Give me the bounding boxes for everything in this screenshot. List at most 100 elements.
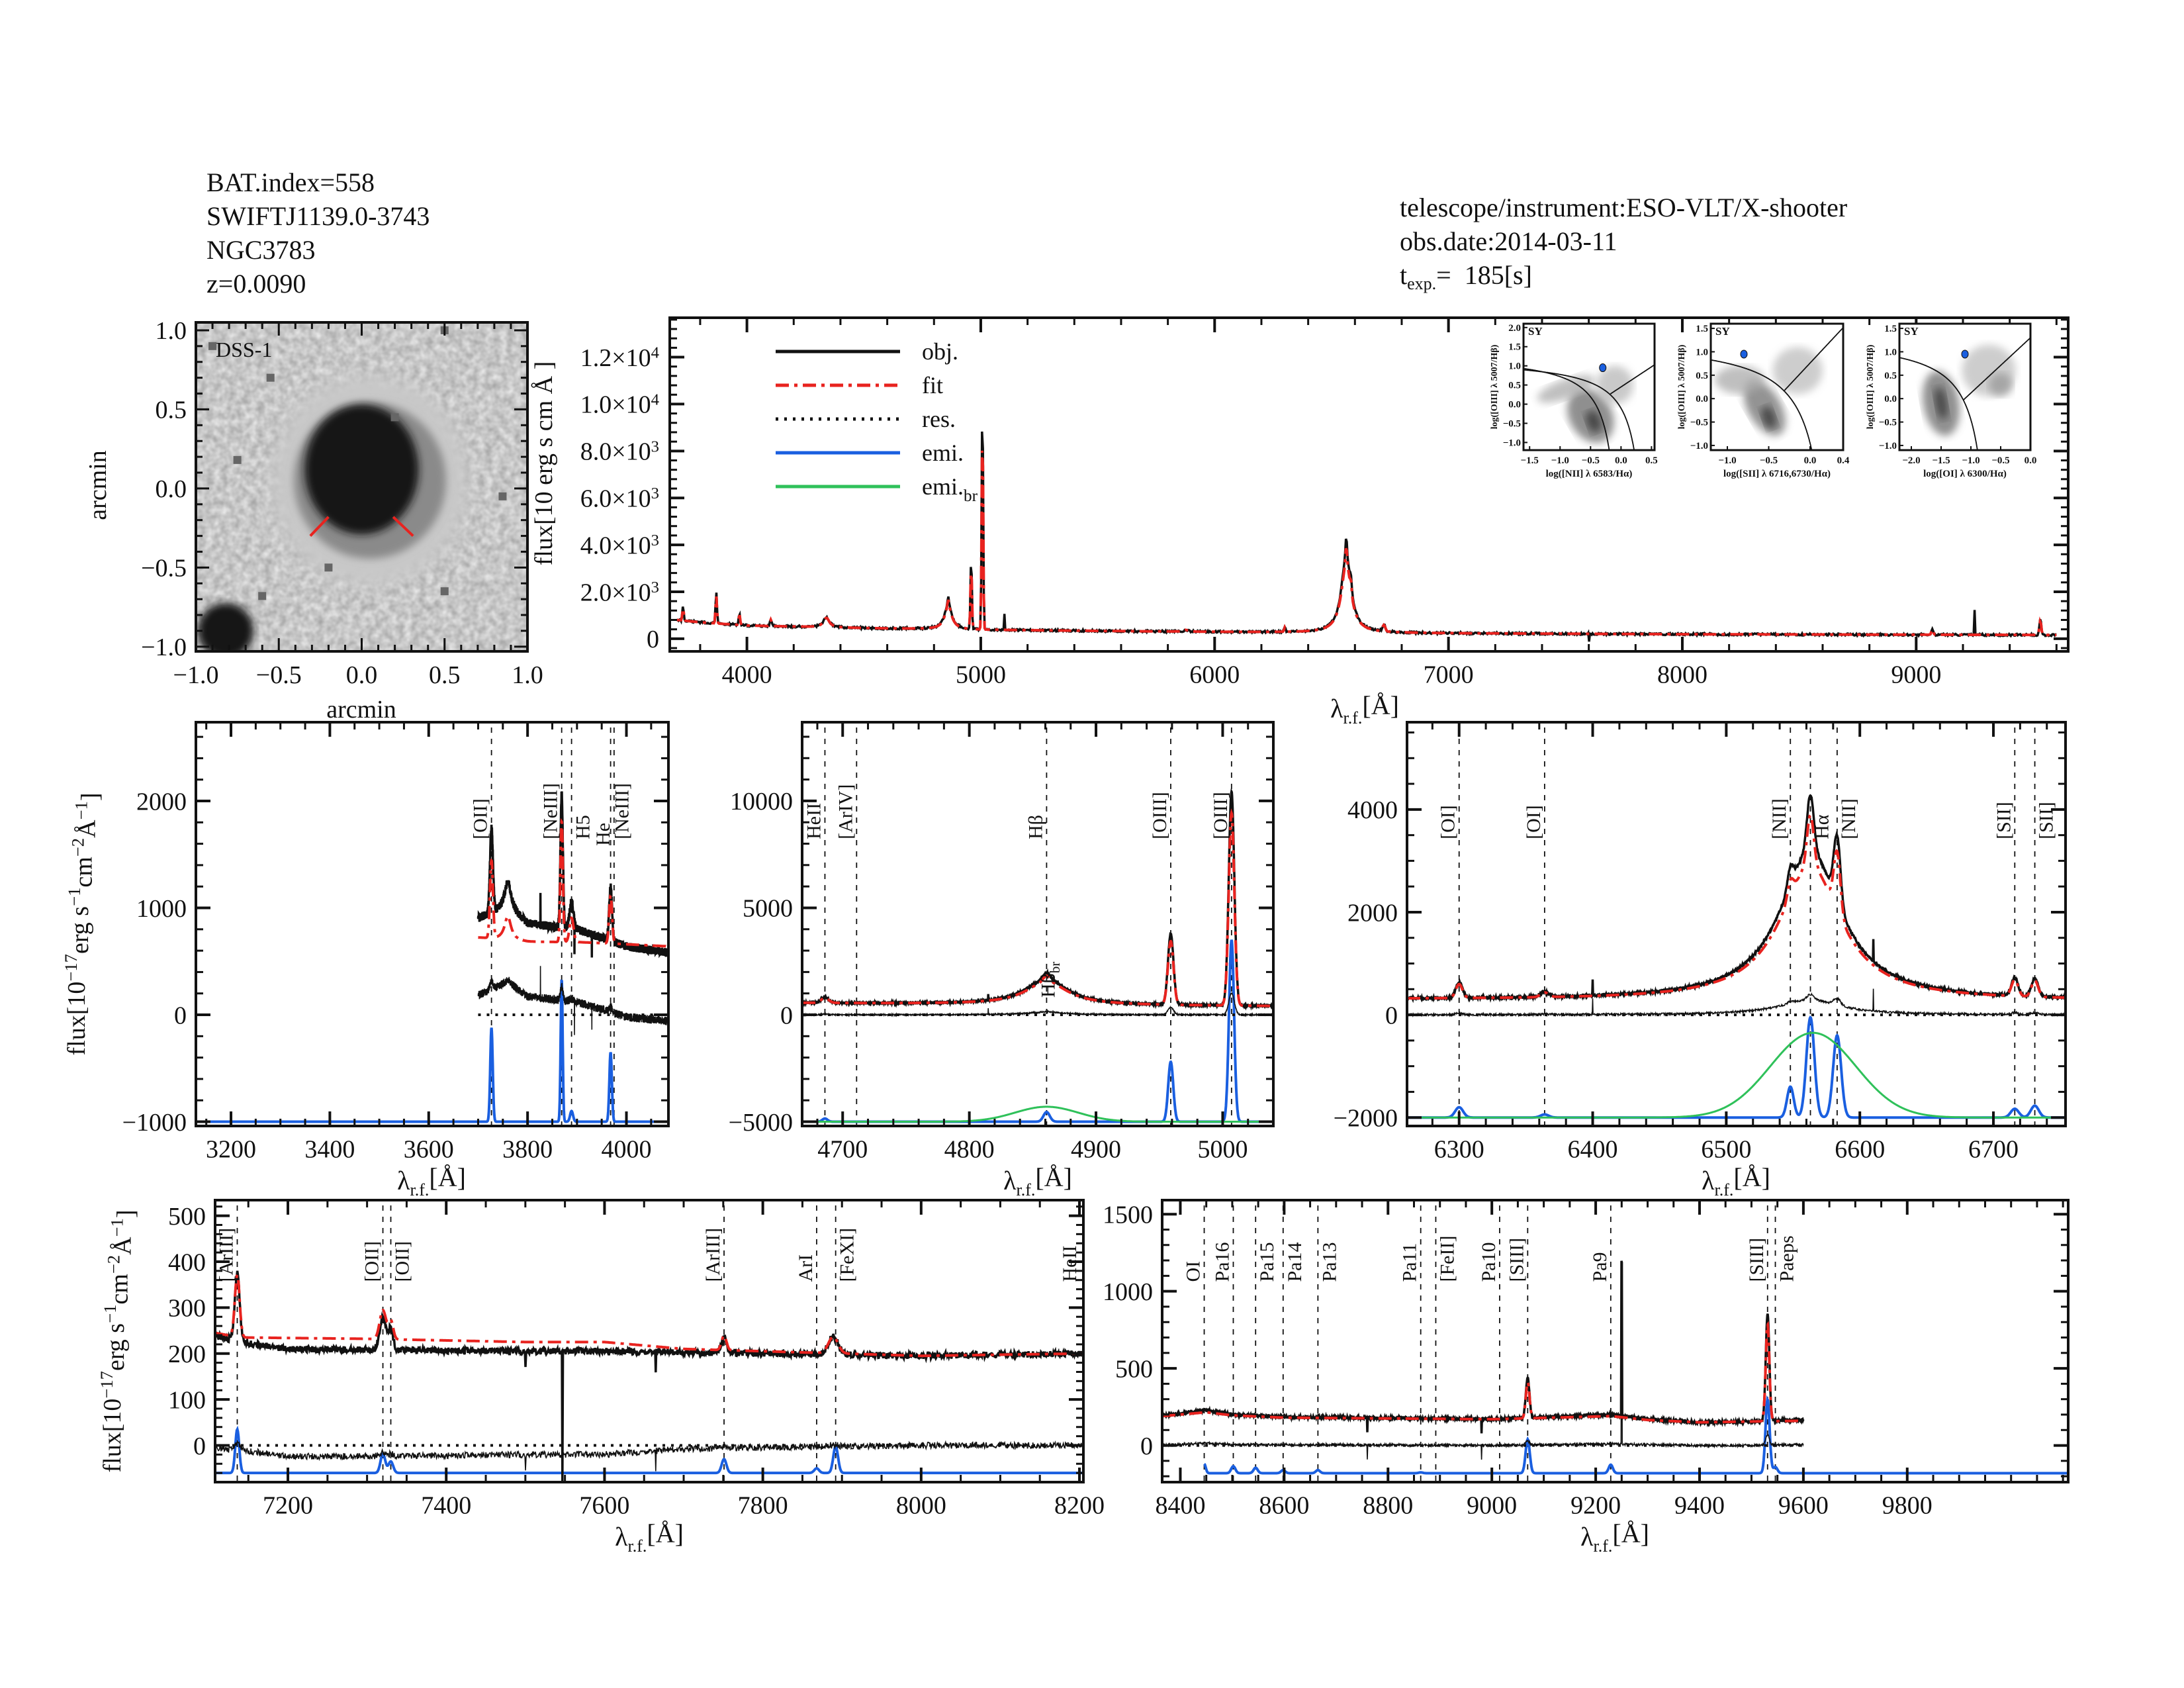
- x-tick-label: 1.0: [512, 661, 543, 689]
- subscript: r.f.: [1343, 708, 1362, 727]
- line-marker-label: H5: [572, 815, 594, 839]
- legend-label: emi.: [922, 440, 964, 466]
- legend-label: res.: [922, 406, 956, 432]
- text-part: Å: [109, 1237, 136, 1255]
- x-axis-label-blue: λr.f.[Å]: [397, 1162, 466, 1199]
- legend-item-emi: emi.: [776, 440, 964, 466]
- mantissa: 1.2×10: [580, 344, 651, 372]
- axes-frame: [1898, 322, 2032, 451]
- y-tick-label: 0: [174, 1002, 187, 1029]
- fit-spectrum: [215, 1271, 1083, 1358]
- x-tick-label: −1.0: [1718, 455, 1736, 466]
- galaxy-density-contour: [1772, 347, 1823, 395]
- superscript: −1: [107, 1218, 126, 1237]
- legend-text: res.: [922, 406, 956, 432]
- emission-series: [1203, 1395, 2068, 1475]
- x-tick-label: 0.5: [429, 661, 461, 689]
- axes-frame: [195, 721, 670, 1127]
- y-tick-label: 0.0: [1508, 400, 1521, 410]
- axes-frame: [668, 316, 2070, 653]
- x-tick-label: 8800: [1363, 1492, 1413, 1520]
- y-tick-label: 0.5: [156, 396, 187, 424]
- source-point: [1961, 350, 1969, 359]
- y-axis-label-top: flux[10 erg s cm Å ]: [530, 361, 558, 566]
- y-tick-label: 2.0: [1508, 323, 1521, 334]
- x-tick-label: 0.0: [1615, 455, 1627, 466]
- swift-name: SWIFTJ1139.0-3743: [206, 201, 430, 231]
- axes-frame: [1522, 322, 1656, 451]
- y-tick-label: −1000: [122, 1109, 187, 1137]
- legend-item-obj: obj.: [776, 338, 958, 365]
- plot-area: [196, 727, 668, 1126]
- line-marker-label: [FeII]: [1436, 1236, 1458, 1282]
- demarcation-line: [1962, 337, 2030, 401]
- y-tick-label: 1.2×104: [580, 344, 659, 371]
- legend-text: emi.: [922, 473, 964, 500]
- line-marker-label: [NII]: [1838, 798, 1860, 839]
- y-tick-label: 0: [1385, 1002, 1398, 1029]
- line-marker-label: [SII]: [1993, 802, 2015, 839]
- y-tick-label: 500: [1115, 1355, 1153, 1383]
- demarcation-line: [1524, 367, 1610, 450]
- slit-marker: [309, 516, 330, 537]
- fit-spectrum: [802, 808, 1273, 1008]
- line-marker-label: [OII]: [392, 1241, 414, 1282]
- galaxy-density-contour: [1537, 375, 1596, 403]
- legend-item-emi_br: emi.br: [776, 473, 978, 505]
- residual-series: [1162, 1289, 1804, 1460]
- y-tick-label: 0: [780, 1002, 793, 1029]
- y-tick-label: 2000: [1347, 899, 1398, 927]
- fit-spectrum: [676, 450, 2057, 637]
- x-tick-label: 9000: [1467, 1492, 1517, 1520]
- subscript: r.f.: [410, 1180, 429, 1199]
- y-tick-label: −0.5: [1879, 418, 1897, 428]
- legend-item-res: res.: [776, 406, 956, 432]
- text-part: cm: [105, 1274, 133, 1304]
- x-tick-label: 3600: [404, 1136, 454, 1164]
- y-tick-label: 10000: [730, 788, 793, 816]
- unit: [Å]: [429, 1162, 466, 1192]
- object-spectrum: [477, 791, 668, 959]
- x-tick-label: 4800: [944, 1136, 995, 1164]
- y-tick-label: 1.0×104: [580, 391, 659, 418]
- superscript: −17: [97, 1371, 116, 1399]
- x-tick-label: −0.5: [1991, 455, 2009, 466]
- galaxy-density-contour: [1934, 387, 1948, 420]
- source-point: [1740, 350, 1748, 359]
- line-marker-label: [NeIII]: [612, 783, 633, 839]
- redshift: z=0.0090: [206, 269, 306, 299]
- line-marker-label: [ArIV]: [835, 784, 856, 839]
- line-marker-label: [ArIII]: [702, 1228, 724, 1282]
- text-part: ]: [113, 1209, 140, 1218]
- spectrum-panel-red1: [ArIII] [OII] [OII] [ArIII] ArI [FeXI] HeII 720…: [168, 1199, 1105, 1520]
- demarcation-line: [1610, 364, 1655, 395]
- line-marker-label: Pa10: [1478, 1243, 1500, 1282]
- y-tick-label: 1000: [1103, 1278, 1153, 1306]
- legend-label: obj.: [922, 338, 958, 365]
- plot-area: [1407, 727, 2066, 1126]
- mantissa: 8.0×10: [580, 438, 651, 466]
- line-marker-label: Paeps: [1776, 1236, 1798, 1282]
- exponent: 4: [651, 391, 659, 408]
- y-tick-label: −2000: [1334, 1105, 1398, 1133]
- mantissa: 2.0×10: [580, 579, 651, 606]
- legend-label: emi.br: [922, 473, 978, 505]
- y-tick-label: 2.0×103: [580, 579, 659, 606]
- dss-label: DSS-1: [216, 338, 272, 361]
- mantissa: 0: [647, 626, 659, 653]
- x-tick-label: 7200: [263, 1492, 313, 1520]
- field-star: [208, 342, 217, 350]
- bpt-x-label: log([SII] λ 6716,6730/Hα): [1723, 469, 1831, 479]
- x-tick-label: 6600: [1835, 1136, 1885, 1164]
- class-label: SY: [1715, 325, 1730, 338]
- residual-series: [477, 966, 668, 1035]
- y-tick-label: 4.0×103: [580, 532, 659, 559]
- x-tick-label: 7600: [579, 1492, 629, 1520]
- text-part: ]: [77, 792, 105, 801]
- slit-marker: [392, 516, 414, 538]
- bpt-diagram-3: SY −2.0 −1.5 −1.0 −0.5 0.0 −1.0 −0.5 0.0 0.5 1.0 1.…: [1866, 322, 2036, 479]
- axes-frame: [801, 721, 1275, 1127]
